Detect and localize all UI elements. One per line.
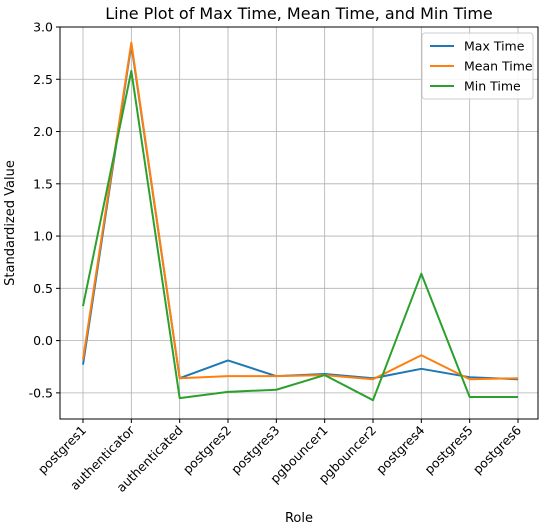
x-tick-label: postgres2 — [180, 423, 234, 477]
y-tick-label: 2.0 — [33, 124, 53, 139]
x-tick-label: postgres5 — [421, 423, 475, 477]
legend-label-0: Max Time — [464, 39, 525, 54]
y-tick-label: 0.5 — [33, 281, 53, 296]
x-axis-ticks: postgres1authenticatorauthenticatedpostg… — [35, 419, 524, 495]
y-tick-label: 2.5 — [33, 72, 53, 87]
series-line-1 — [82, 41, 519, 381]
y-tick-label: 3.0 — [33, 20, 53, 35]
legend-label-2: Min Time — [464, 79, 521, 94]
y-tick-label: 1.0 — [33, 229, 53, 244]
plot-area-frame — [59, 26, 539, 420]
series-line-2 — [82, 69, 518, 402]
x-tick-label: postgres6 — [470, 422, 524, 476]
y-tick-label: 0.0 — [33, 333, 53, 348]
x-axis-label: Role — [285, 511, 313, 526]
y-tick-label: 1.5 — [33, 176, 53, 191]
y-axis-ticks: -0.5 0.0 0.5 1.0 1.5 2.0 2.5 3.0 — [29, 20, 60, 400]
x-tick-label: postgres4 — [373, 422, 427, 476]
series-lines — [82, 41, 519, 402]
y-tick-label: -0.5 — [29, 385, 53, 400]
legend-box — [421, 32, 534, 100]
y-axis-label: Standardized Value — [3, 160, 18, 286]
legend: Max Time Mean Time Min Time — [421, 32, 534, 100]
chart-title: Line Plot of Max Time, Mean Time, and Mi… — [105, 4, 493, 23]
legend-label-1: Mean Time — [464, 59, 533, 74]
